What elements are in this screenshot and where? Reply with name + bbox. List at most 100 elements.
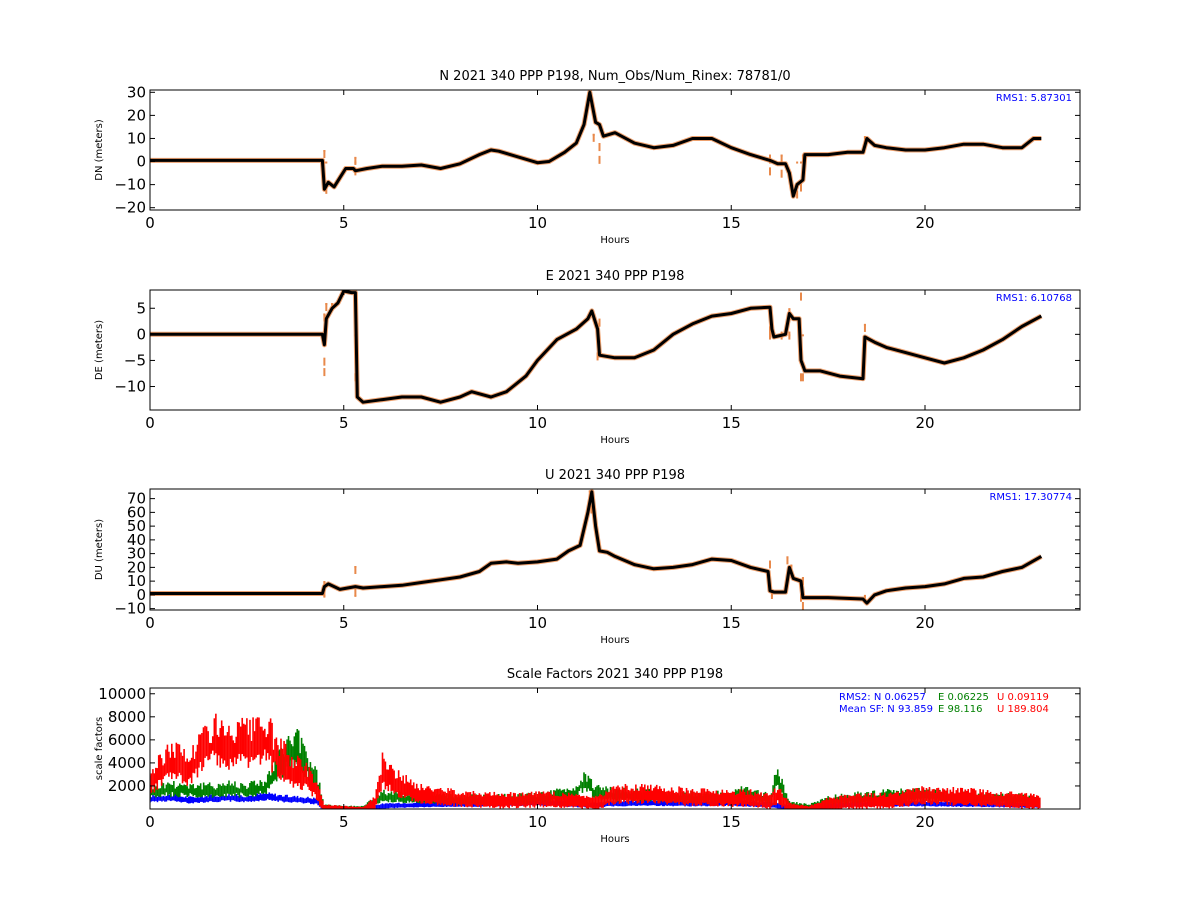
data-point <box>290 797 293 803</box>
data-point <box>864 793 867 808</box>
data-point <box>325 161 328 164</box>
data-point <box>169 757 172 773</box>
data-point <box>736 793 739 807</box>
subplot-4: Scale Factors 2021 340 PPP P198 Hours scal… <box>94 667 1081 845</box>
data-point <box>582 795 585 807</box>
data-point <box>778 789 781 805</box>
data-point <box>764 793 767 808</box>
data-point <box>973 788 975 806</box>
data-point <box>837 799 840 809</box>
data-point <box>265 793 268 801</box>
data-point <box>967 789 970 805</box>
data-point <box>891 794 894 809</box>
data-point <box>243 785 245 796</box>
data-point <box>399 777 401 798</box>
data-point <box>388 764 391 785</box>
data-point <box>204 785 206 797</box>
data-point <box>894 792 896 805</box>
subplot-2: E 2021 340 PPP P198 Hours DE (meters) 0 5 10 1… <box>94 269 1081 446</box>
x-tick-label: 5 <box>339 813 349 831</box>
data-point <box>384 761 387 790</box>
data-point <box>180 784 183 793</box>
x-tick-label: 0 <box>145 214 155 232</box>
data-point <box>166 744 169 774</box>
data-point <box>311 799 314 804</box>
data-point <box>167 782 169 796</box>
data-point <box>745 794 747 807</box>
data-point <box>328 804 330 809</box>
data-point <box>526 795 528 807</box>
data-point <box>444 791 446 805</box>
data-point <box>380 774 382 792</box>
data-point <box>155 786 157 798</box>
data-point <box>630 788 633 801</box>
data-point <box>220 720 223 759</box>
data-point <box>255 794 257 801</box>
data-point <box>772 803 774 808</box>
data-point <box>1003 803 1005 808</box>
data-point <box>391 768 394 791</box>
data-point <box>389 793 391 800</box>
data-point <box>284 743 287 780</box>
data-point <box>386 795 388 802</box>
data-point <box>287 755 290 780</box>
data-point <box>812 805 815 809</box>
data-point <box>153 773 156 793</box>
data-point <box>906 789 908 806</box>
data-point <box>821 800 823 809</box>
data-point <box>420 784 423 804</box>
data-point <box>378 804 381 809</box>
data-point <box>1006 793 1008 808</box>
data-point <box>597 796 600 809</box>
data-point <box>705 791 707 803</box>
data-point <box>804 805 807 809</box>
data-point <box>977 802 980 807</box>
data-point <box>560 796 563 809</box>
data-point <box>524 793 527 808</box>
data-point <box>770 794 773 807</box>
data-point <box>466 792 469 808</box>
y-tick-label: −10 <box>114 176 146 194</box>
data-point <box>497 795 500 806</box>
data-point <box>377 795 379 804</box>
data-point <box>740 791 743 806</box>
data-point <box>175 742 178 779</box>
data-point <box>801 805 804 809</box>
data-point <box>669 791 671 803</box>
data-point <box>807 806 810 809</box>
data-point <box>156 768 159 790</box>
data-point <box>599 787 601 799</box>
data-point <box>678 786 680 805</box>
data-point <box>403 783 406 798</box>
data-point <box>305 797 308 804</box>
data-point <box>827 799 829 809</box>
data-point <box>967 801 970 807</box>
data-point <box>168 751 170 777</box>
data-point <box>302 797 305 804</box>
data-point <box>703 788 706 803</box>
data-point <box>300 737 303 771</box>
data-point <box>369 799 372 809</box>
data-point <box>231 794 233 801</box>
data-point <box>898 795 901 807</box>
data-point <box>679 787 682 802</box>
data-point <box>256 783 259 794</box>
data-point <box>326 805 329 809</box>
data-point <box>648 791 651 802</box>
data-point <box>338 805 341 809</box>
x-tick-label: 15 <box>722 813 741 831</box>
data-point <box>556 788 558 801</box>
data-point <box>483 795 485 807</box>
data-point <box>949 789 952 806</box>
data-point <box>624 800 627 807</box>
data-point <box>283 796 285 803</box>
data-point <box>396 803 399 808</box>
data-point <box>357 806 360 809</box>
data-point <box>620 801 622 807</box>
data-point <box>411 803 414 808</box>
data-point <box>176 786 178 797</box>
data-point <box>381 803 384 809</box>
data-point <box>769 334 771 337</box>
data-point <box>614 788 616 804</box>
data-point <box>439 788 442 805</box>
